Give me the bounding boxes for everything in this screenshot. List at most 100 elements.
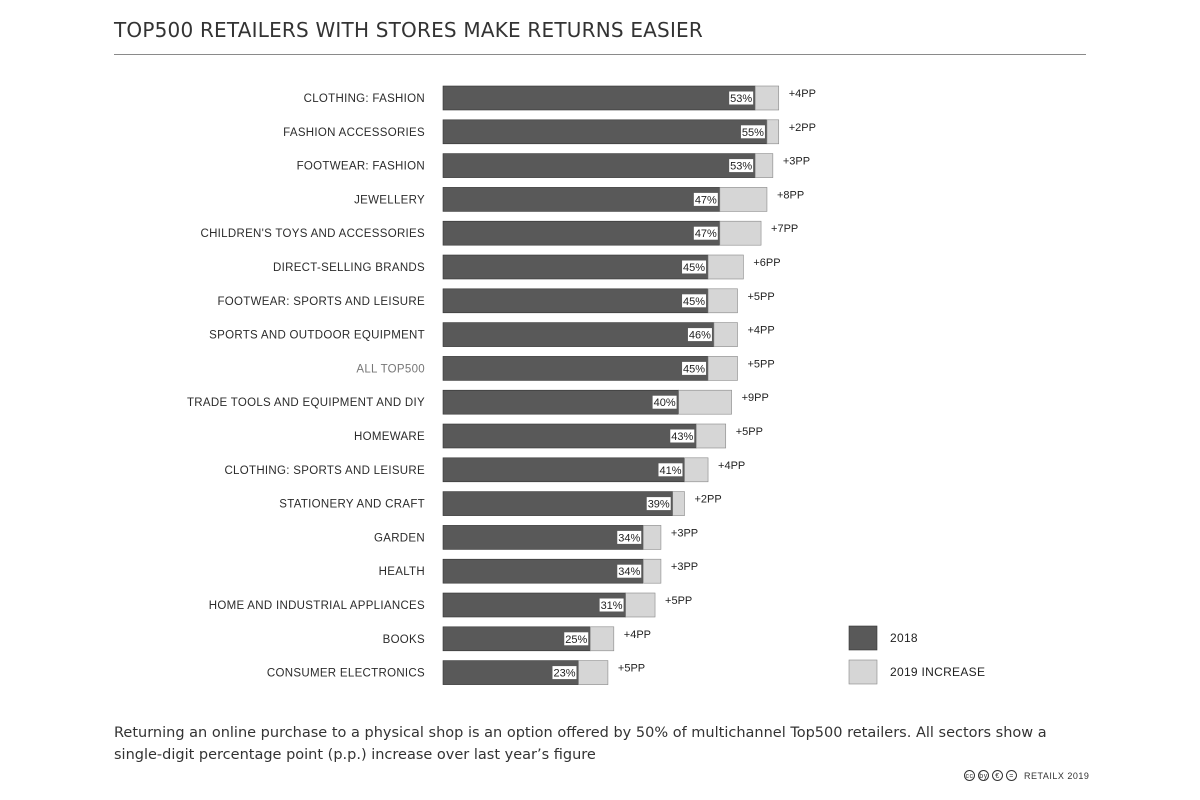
increase-label: +8PP xyxy=(777,189,804,201)
value-label-box xyxy=(552,666,577,680)
bar-2019-increase xyxy=(642,525,662,550)
increase-label: +4PP xyxy=(718,460,745,472)
category-label: CLOTHING: FASHION xyxy=(304,93,425,105)
value-label-2018: 45% xyxy=(683,262,705,274)
category-label: ALL TOP500 xyxy=(356,363,425,375)
category-label: STATIONERY AND CRAFT xyxy=(279,499,425,511)
bar-2018 xyxy=(442,85,756,111)
category-label: CONSUMER ELECTRONICS xyxy=(267,668,425,680)
bar-2018 xyxy=(442,119,768,145)
bar-2018 xyxy=(442,187,721,212)
increase-label: +5PP xyxy=(736,426,763,438)
value-label-box xyxy=(682,361,707,375)
category-label: JEWELLERY xyxy=(354,194,425,206)
value-label-2018: 34% xyxy=(618,566,640,578)
value-label-2018: 40% xyxy=(654,397,676,409)
bar-2019-increase xyxy=(713,322,738,347)
bar-2019-increase xyxy=(695,423,727,449)
value-label-box xyxy=(687,328,712,342)
credit: cc by € = RETAILX 2019 xyxy=(964,770,1089,781)
value-label-box xyxy=(617,530,642,544)
attribution-icon: by xyxy=(978,770,989,781)
bar-2018 xyxy=(442,423,697,449)
increase-label: +5PP xyxy=(748,358,775,370)
category-label: SPORTS AND OUTDOOR EQUIPMENT xyxy=(209,330,425,342)
increase-label: +6PP xyxy=(753,257,780,269)
category-label: BOOKS xyxy=(383,634,425,646)
value-label-2018: 23% xyxy=(553,668,575,680)
bar-2019-increase xyxy=(589,626,615,652)
value-label-2018: 31% xyxy=(601,600,623,612)
increase-label: +4PP xyxy=(624,629,651,641)
chart-caption: Returning an online purchase to a physic… xyxy=(114,725,1047,763)
value-label-2018: 47% xyxy=(695,194,717,206)
bar-2019-increase xyxy=(642,558,662,584)
increase-label: +7PP xyxy=(771,223,798,235)
noderivs-icon: = xyxy=(1006,770,1017,781)
value-label-box xyxy=(693,226,718,240)
value-label-2018: 39% xyxy=(648,499,670,511)
value-label-2018: 55% xyxy=(742,127,764,139)
bar-2019-increase xyxy=(719,220,762,246)
bar-2018 xyxy=(442,558,644,584)
category-label: FOOTWEAR: FASHION xyxy=(297,161,425,173)
bar-2018 xyxy=(442,389,679,415)
value-label-box xyxy=(740,125,765,139)
bar-2019-increase xyxy=(707,254,744,280)
value-label-2018: 45% xyxy=(683,296,705,308)
value-label-box xyxy=(617,564,642,578)
legend-swatch-increase xyxy=(848,659,878,685)
increase-label: +3PP xyxy=(783,156,810,168)
bar-2018 xyxy=(442,254,709,280)
category-label: TRADE TOOLS AND EQUIPMENT AND DIY xyxy=(187,397,425,409)
legend-label-2018: 2018 xyxy=(890,631,918,645)
value-label-box xyxy=(652,395,677,409)
category-label: HOMEWARE xyxy=(354,431,425,443)
bar-2019-increase xyxy=(625,592,656,618)
increase-label: +3PP xyxy=(671,561,698,573)
value-label-2018: 25% xyxy=(565,634,587,646)
bar-2019-increase xyxy=(754,153,774,178)
title-divider xyxy=(114,54,1086,55)
bar-2019-increase xyxy=(684,457,709,483)
category-label: FOOTWEAR: SPORTS AND LEISURE xyxy=(217,296,425,308)
increase-label: +4PP xyxy=(789,88,816,100)
bar-2018 xyxy=(442,525,644,550)
value-label-2018: 45% xyxy=(683,363,705,375)
value-label-box xyxy=(682,260,707,274)
value-label-2018: 41% xyxy=(659,465,681,477)
bar-2018 xyxy=(442,457,685,483)
cc-license-icon: cc xyxy=(964,770,975,781)
value-label-box xyxy=(693,192,718,206)
increase-label: +2PP xyxy=(694,494,721,506)
category-label: DIRECT-SELLING BRANDS xyxy=(273,262,425,274)
bar-2018 xyxy=(442,356,709,381)
value-label-2018: 47% xyxy=(695,228,717,240)
category-label: HEALTH xyxy=(379,566,425,578)
value-label-box xyxy=(729,91,754,105)
legend-label-increase: 2019 INCREASE xyxy=(890,665,985,679)
value-label-box xyxy=(670,429,695,443)
category-label: CHILDREN'S TOYS AND ACCESSORIES xyxy=(200,228,425,240)
category-label: CLOTHING: SPORTS AND LEISURE xyxy=(224,465,425,477)
value-label-2018: 53% xyxy=(730,161,752,173)
bar-2019-increase xyxy=(578,660,609,685)
bar-2019-increase xyxy=(678,389,732,415)
increase-label: +4PP xyxy=(748,325,775,337)
bar-2019-increase xyxy=(766,119,780,145)
increase-label: +5PP xyxy=(665,595,692,607)
increase-label: +9PP xyxy=(742,392,769,404)
noncommercial-icon: € xyxy=(992,770,1003,781)
value-label-box xyxy=(646,497,671,511)
increase-label: +5PP xyxy=(748,291,775,303)
bar-2018 xyxy=(442,491,674,516)
bar-2019-increase xyxy=(707,356,738,381)
increase-label: +3PP xyxy=(671,527,698,539)
value-label-2018: 53% xyxy=(730,93,752,105)
value-label-box xyxy=(564,632,589,646)
value-label-box xyxy=(682,294,707,308)
bar-2018 xyxy=(442,592,626,618)
value-label-2018: 43% xyxy=(671,431,693,443)
bar-2019-increase xyxy=(754,85,780,111)
